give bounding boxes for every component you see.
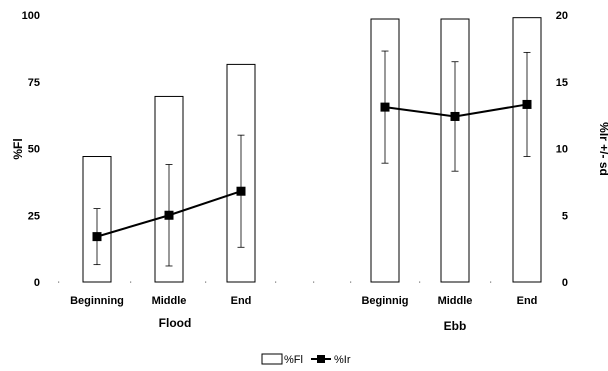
baseline-dot (490, 281, 492, 283)
right-tick-label: 15 (556, 77, 568, 89)
line-layer (92, 99, 532, 242)
right-tick-label: 0 (562, 277, 568, 289)
left-tick-label: 25 (28, 210, 40, 222)
baseline-dot (205, 281, 207, 283)
legend-marker-ir (317, 355, 325, 363)
category-label: End (517, 295, 538, 307)
category-label: End (231, 295, 252, 307)
baseline-dot (58, 281, 60, 283)
baseline-dot (275, 281, 277, 283)
legend-label-ir: %Ir (334, 354, 351, 366)
right-axis-title: %Ir +/- sd (597, 122, 608, 176)
category-label: Beginning (70, 295, 124, 307)
right-tick-label: 10 (556, 144, 568, 156)
category-label: Beginnig (361, 295, 408, 307)
baseline-dot (130, 281, 132, 283)
marker-ir-4 (450, 111, 460, 121)
bars-layer (82, 17, 542, 283)
marker-ir-1 (164, 210, 174, 220)
marker-ir-5 (522, 99, 532, 109)
left-tick-label: 75 (28, 77, 40, 89)
marker-ir-3 (380, 102, 390, 112)
category-label: Middle (438, 295, 473, 307)
marker-ir-2 (236, 186, 246, 196)
legend-label-fl: %Fl (284, 354, 303, 366)
left-tick-label: 0 (34, 277, 40, 289)
group-label-flood: Flood (159, 316, 192, 330)
group-label-ebb: Ebb (444, 319, 467, 333)
baseline-dot (350, 281, 352, 283)
left-tick-label: 50 (28, 144, 40, 156)
right-tick-label: 5 (562, 210, 568, 222)
marker-ir-0 (92, 232, 102, 242)
left-tick-label: 100 (22, 10, 40, 22)
left-axis-title: %Fl (11, 138, 25, 159)
legend-swatch-fl (261, 353, 283, 365)
baseline-dot (419, 281, 421, 283)
category-label: Middle (152, 295, 187, 307)
right-tick-label: 20 (556, 10, 568, 22)
axes-layer: 0 25 50 75 100 0 5 10 15 20 Beginning Middle End Begi… (22, 10, 568, 307)
legend: %Fl %Ir (261, 353, 351, 366)
baseline-dot (313, 281, 315, 283)
